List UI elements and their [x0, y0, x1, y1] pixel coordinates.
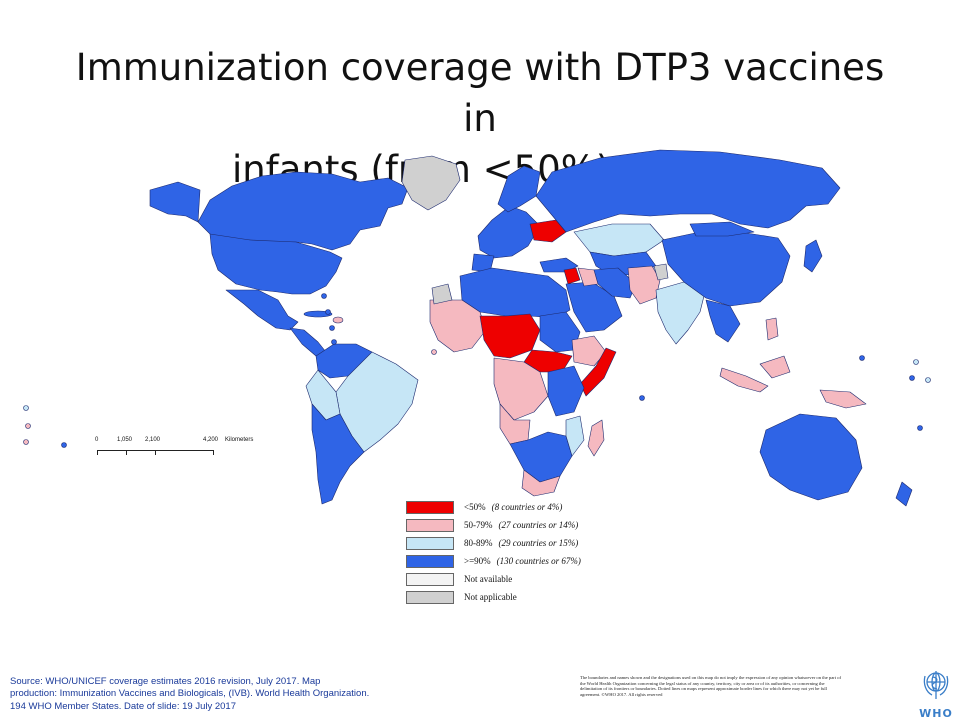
region-indonesia	[719, 367, 769, 393]
legend-swatch	[406, 518, 454, 532]
disclaimer-note: The boundaries and names shown and the d…	[580, 675, 842, 697]
island-marker	[61, 442, 67, 448]
scale-tick-label: 1,050	[117, 437, 133, 443]
region-western-europe	[477, 205, 541, 259]
legend-swatch	[406, 572, 454, 586]
region-west-africa	[429, 299, 487, 353]
legend-label: Not available	[464, 574, 513, 584]
island-marker	[23, 405, 29, 411]
island-marker	[329, 325, 335, 331]
island-marker	[639, 395, 645, 401]
legend-item-lt50: <50% (8 countries or 4%)	[406, 498, 646, 516]
scale-tick-label: 0	[95, 437, 99, 443]
region-kashmir	[653, 263, 669, 281]
scale-tick	[155, 450, 156, 455]
legend-label: >=90% (130 countries or 67%)	[464, 556, 581, 566]
region-new-zealand	[895, 481, 913, 507]
world-map	[23, 149, 931, 507]
region-somalia	[579, 347, 617, 397]
region-afghanistan-pakistan	[627, 265, 661, 305]
island-marker	[917, 425, 923, 431]
region-kazakhstan	[573, 223, 665, 257]
region-philippines	[765, 317, 779, 341]
island-marker	[909, 375, 915, 381]
legend-label: 50-79% (27 countries or 14%)	[464, 520, 579, 530]
region-cuba	[303, 310, 333, 318]
region-haiti	[332, 316, 344, 324]
region-usa	[209, 233, 343, 295]
island-marker	[321, 293, 327, 299]
legend-swatch	[406, 536, 454, 550]
source-note: Source: WHO/UNICEF coverage estimates 20…	[10, 676, 370, 712]
region-alaska	[149, 181, 201, 223]
island-marker	[331, 339, 337, 345]
region-central-africa	[493, 357, 549, 421]
region-russia	[535, 149, 841, 233]
legend-swatch	[406, 500, 454, 514]
who-emblem-icon	[923, 671, 949, 699]
region-mongolia	[689, 221, 755, 237]
island-marker	[23, 439, 29, 445]
scale-tick	[126, 450, 127, 455]
legend-label: <50% (8 countries or 4%)	[464, 502, 563, 512]
island-marker	[25, 423, 31, 429]
region-central-america	[289, 327, 327, 357]
legend-label: Not applicable	[464, 592, 517, 602]
region-greenland	[401, 155, 461, 211]
title-line-1: Immunization coverage with DTP3 vaccines…	[75, 46, 885, 140]
who-logo: WHO	[916, 668, 956, 720]
legend-item-not-applicable: Not applicable	[406, 588, 646, 606]
legend-swatch	[406, 590, 454, 604]
region-mozambique	[565, 415, 585, 457]
island-marker	[325, 309, 331, 315]
region-syria	[563, 267, 581, 285]
island-marker	[859, 355, 865, 361]
region-south-africa	[521, 469, 561, 497]
legend-item-not-available: Not available	[406, 570, 646, 588]
scale-tick-label: 4,200	[203, 437, 219, 443]
scale-bar: 0 1,050 2,100 4,200 Kilometers	[95, 437, 265, 467]
legend-swatch	[406, 554, 454, 568]
legend-item-80-89: 80-89% (29 countries or 15%)	[406, 534, 646, 552]
region-southeast-asia	[705, 299, 741, 343]
region-east-africa	[547, 365, 585, 417]
region-scandinavia	[497, 165, 541, 213]
scale-tick	[97, 450, 98, 455]
region-south-cone	[311, 403, 365, 505]
who-logo-text: WHO	[919, 707, 953, 720]
region-australia	[759, 413, 863, 501]
region-west-sahara	[431, 283, 453, 305]
island-marker	[431, 349, 437, 355]
region-iraq	[577, 267, 599, 287]
region-ukraine	[529, 219, 567, 243]
legend-label: 80-89% (29 countries or 15%)	[464, 538, 579, 548]
region-borneo-png	[759, 355, 867, 409]
scale-unit-label: Kilometers	[225, 437, 254, 443]
scale-tick-label: 2,100	[145, 437, 161, 443]
island-marker	[925, 377, 931, 383]
scale-tick	[213, 450, 214, 455]
island-marker	[913, 359, 919, 365]
legend-item-ge90: >=90% (130 countries or 67%)	[406, 552, 646, 570]
region-madagascar	[587, 419, 605, 457]
region-japan	[803, 239, 823, 273]
map-legend: <50% (8 countries or 4%) 50-79% (27 countr…	[406, 498, 646, 606]
region-mexico	[225, 289, 299, 331]
legend-item-50-79: 50-79% (27 countries or 14%)	[406, 516, 646, 534]
